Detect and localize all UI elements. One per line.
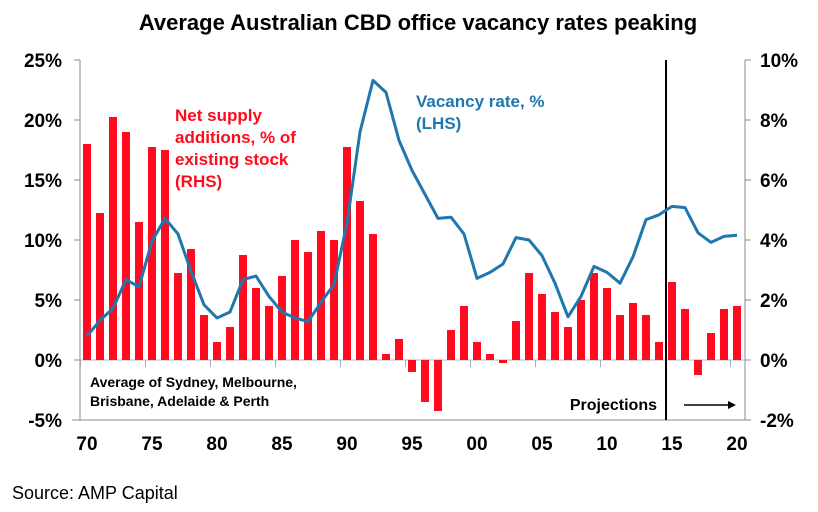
supply-series-label: Net supply — [175, 106, 262, 125]
left-axis-tick-label: 25% — [24, 51, 62, 72]
x-axis-tick-label: 05 — [531, 434, 553, 455]
bar — [668, 282, 676, 360]
x-axis-tick-label: 80 — [206, 434, 227, 455]
bar — [369, 234, 377, 360]
bar — [681, 309, 689, 360]
bar — [174, 273, 182, 360]
supply-series-label: additions, % of — [175, 128, 296, 147]
bar — [239, 255, 247, 360]
bar — [135, 222, 143, 360]
x-axis-tick-label: 70 — [76, 434, 97, 455]
bar — [278, 276, 286, 360]
bar — [317, 231, 325, 360]
bar — [434, 360, 442, 411]
projection-arrow-icon — [728, 401, 736, 409]
supply-series-label: (RHS) — [175, 172, 222, 191]
annotations: Net supply additions, % of existing stock (… — [90, 92, 736, 414]
right-axis-tick-label: 0% — [760, 351, 788, 372]
left-axis-tick-label: 0% — [35, 351, 63, 372]
x-axis-tick-label: 90 — [336, 434, 357, 455]
line-series — [85, 78, 738, 337]
vacancy-series-label: Vacancy rate, % — [416, 92, 545, 111]
left-axis-tick-label: -5% — [28, 411, 62, 432]
supply-series-label: existing stock — [175, 150, 289, 169]
bar — [161, 150, 169, 360]
x-axis-tick-label: 95 — [401, 434, 423, 455]
left-axis-tick-label: 10% — [24, 231, 62, 252]
right-axis-tick-label: 4% — [760, 231, 788, 252]
bar — [265, 306, 273, 360]
bar — [408, 360, 416, 372]
coverage-note: Brisbane, Adelaide & Perth — [90, 393, 269, 409]
source-note: Source: AMP Capital — [12, 483, 178, 503]
bar — [707, 333, 715, 360]
bar — [733, 306, 741, 360]
bar — [200, 315, 208, 360]
bar — [603, 288, 611, 360]
bar — [291, 240, 299, 360]
bar — [213, 342, 221, 360]
bar — [642, 315, 650, 360]
bar — [356, 201, 364, 360]
left-axis-tick-label: 5% — [35, 291, 63, 312]
left-axis-tick-label: 20% — [24, 111, 62, 132]
bar-series — [83, 117, 741, 411]
bar — [395, 339, 403, 360]
right-axis-tick-label: 2% — [760, 291, 788, 312]
x-axis-tick-label: 00 — [466, 434, 487, 455]
bar — [616, 315, 624, 360]
bar — [694, 360, 702, 375]
bar — [122, 132, 130, 360]
bar — [421, 360, 429, 402]
bar — [629, 303, 637, 360]
bar — [96, 213, 104, 360]
bar — [564, 327, 572, 360]
bar — [304, 252, 312, 360]
bar — [187, 249, 195, 360]
bar — [148, 147, 156, 360]
bar — [512, 321, 520, 360]
right-axis-tick-label: -2% — [760, 411, 794, 432]
bar — [343, 147, 351, 360]
right-axis-tick-label: 8% — [760, 111, 788, 132]
bar — [83, 144, 91, 360]
right-axis-tick-label: 10% — [760, 51, 798, 72]
bar — [330, 240, 338, 360]
bar — [655, 342, 663, 360]
x-axis-tick-label: 15 — [661, 434, 683, 455]
x-axis-tick-label: 75 — [141, 434, 163, 455]
bar — [226, 327, 234, 360]
bar — [590, 273, 598, 360]
projections-label: Projections — [570, 397, 657, 414]
bar — [460, 306, 468, 360]
bar — [525, 273, 533, 360]
x-axis-tick-label: 20 — [726, 434, 747, 455]
bar — [577, 300, 585, 360]
bar — [538, 294, 546, 360]
bar — [551, 312, 559, 360]
chart-title: Average Australian CBD office vacancy ra… — [139, 10, 697, 35]
x-axis-tick-label: 10 — [596, 434, 617, 455]
bar — [720, 309, 728, 360]
bar — [499, 360, 507, 363]
bar — [252, 288, 260, 360]
x-axis-tick-label: 85 — [271, 434, 293, 455]
bar — [473, 342, 481, 360]
coverage-note: Average of Sydney, Melbourne, — [90, 374, 297, 390]
bar — [486, 354, 494, 360]
bar — [109, 117, 117, 360]
vacancy-series-label: (LHS) — [416, 114, 461, 133]
right-axis-tick-label: 6% — [760, 171, 788, 192]
bar — [447, 330, 455, 360]
bar — [382, 354, 390, 360]
left-axis-tick-label: 15% — [24, 171, 62, 192]
